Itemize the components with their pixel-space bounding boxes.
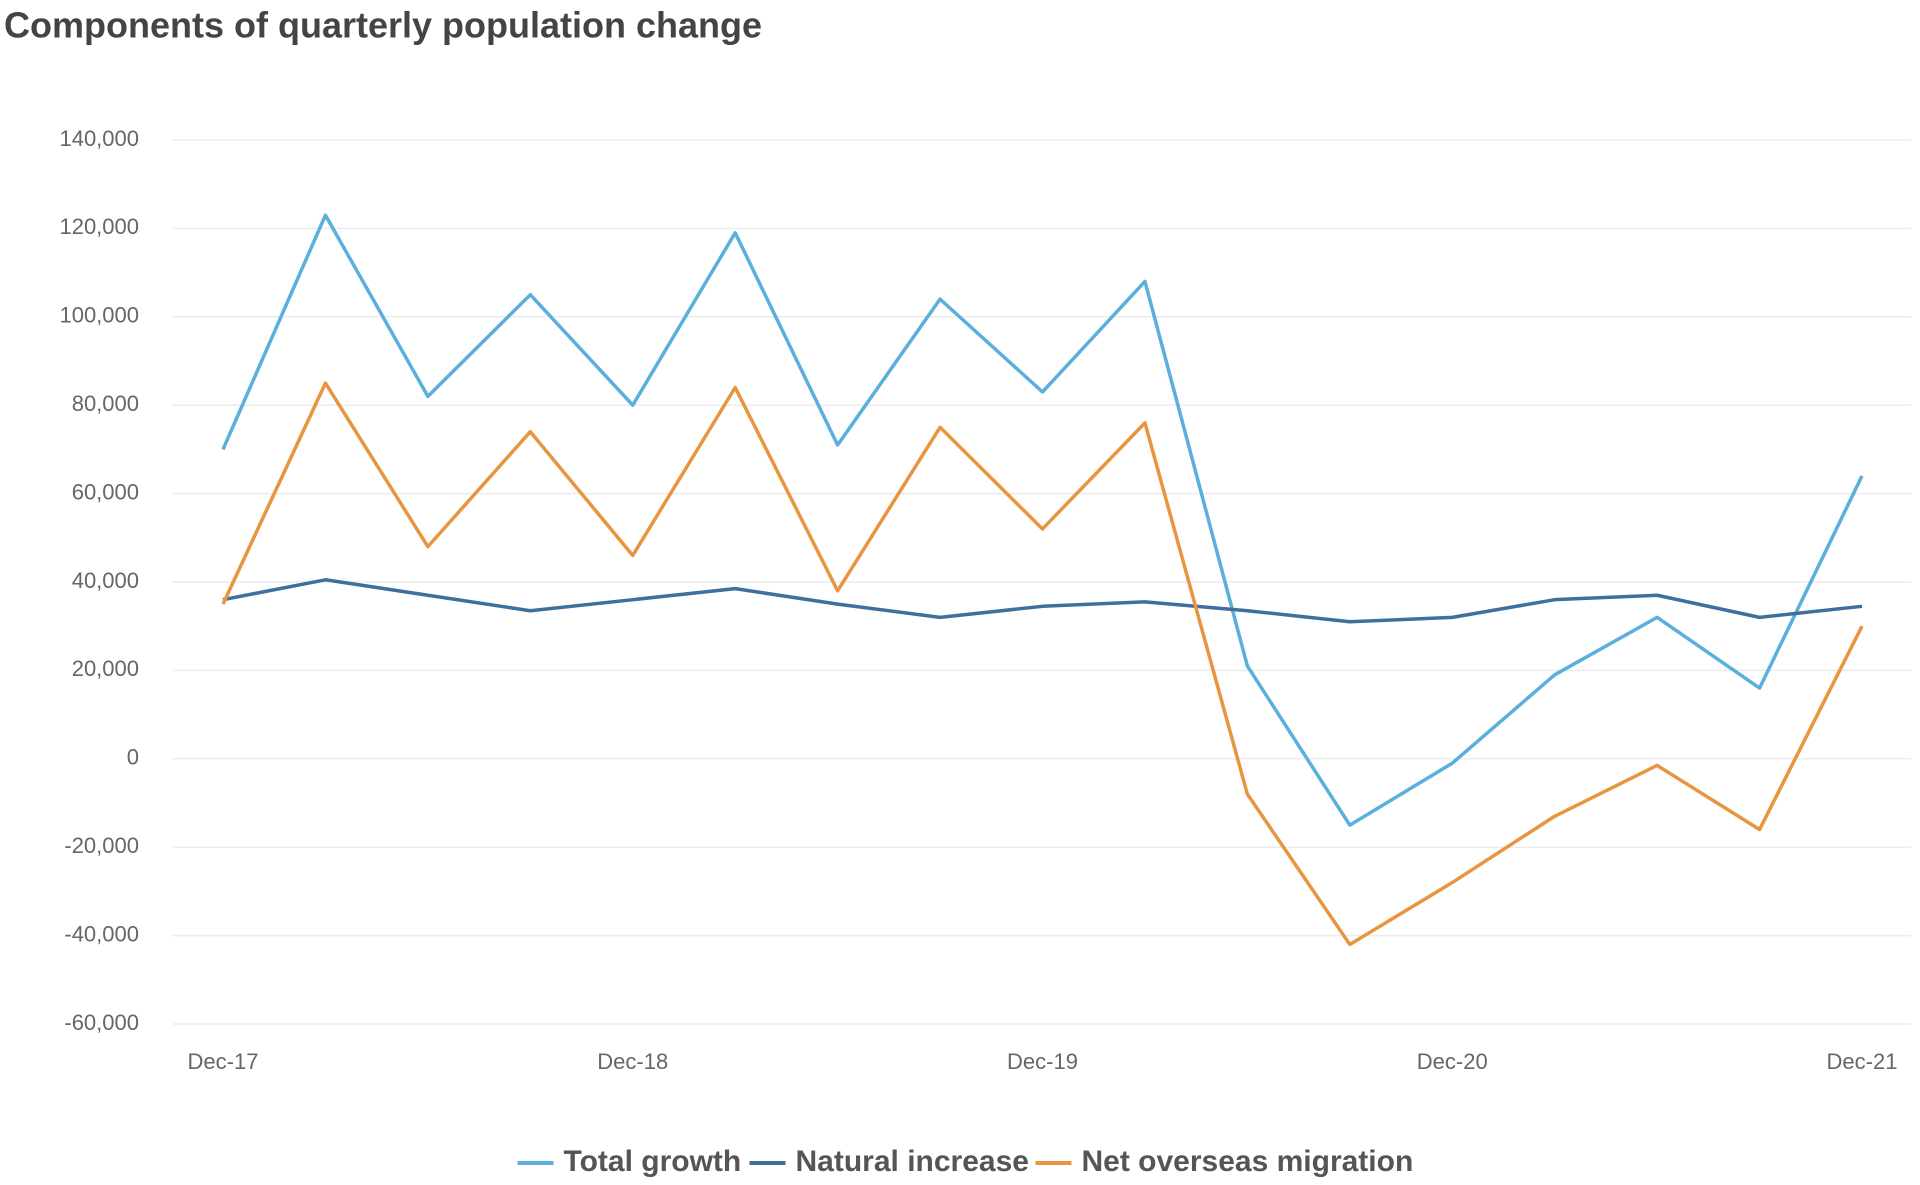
legend-label: Total growth: [564, 1145, 742, 1178]
y-tick-label: 80,000: [72, 391, 139, 416]
y-tick-label: -20,000: [64, 833, 139, 858]
y-tick-label: 60,000: [72, 479, 139, 504]
y-tick-label: 100,000: [59, 303, 139, 328]
legend-label: Net overseas migration: [1082, 1145, 1414, 1178]
y-tick-label: -40,000: [64, 921, 139, 946]
x-tick-label: Dec-21: [1827, 1049, 1898, 1074]
y-tick-label: -60,000: [64, 1010, 139, 1035]
x-tick-label: Dec-19: [1007, 1049, 1078, 1074]
x-tick-label: Dec-18: [597, 1049, 668, 1074]
legend-label: Natural increase: [796, 1145, 1029, 1178]
series-line: [222, 578, 1863, 624]
chart-title: Components of quarterly population chang…: [4, 5, 762, 46]
y-tick-label: 0: [127, 745, 139, 770]
x-tick-label: Dec-20: [1417, 1049, 1488, 1074]
x-tick-label: Dec-17: [188, 1049, 259, 1074]
series-line: [221, 213, 1864, 827]
y-tick-label: 20,000: [72, 656, 139, 681]
y-tick-label: 40,000: [72, 568, 139, 593]
series-line: [221, 381, 1864, 947]
y-tick-label: 120,000: [59, 214, 139, 239]
y-tick-label: 140,000: [59, 126, 139, 151]
